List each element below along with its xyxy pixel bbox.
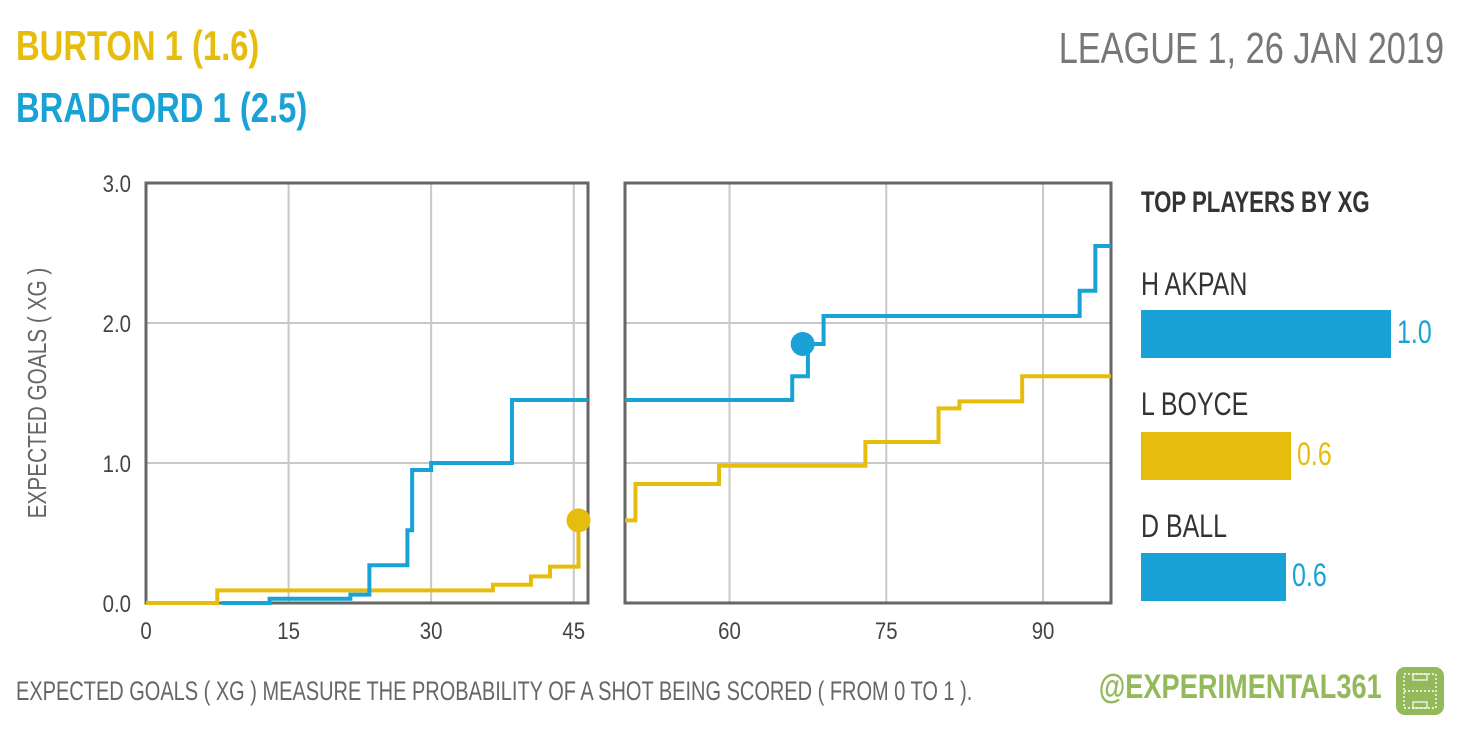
x-tick-label: 0 <box>140 617 151 644</box>
chart-panel: 60 75 90 <box>623 181 1113 644</box>
x-tick-label: 15 <box>277 617 300 644</box>
player-name: H AKPAN <box>1141 266 1248 302</box>
player-xg-value: 1.0 <box>1397 314 1432 350</box>
player-xg-bar <box>1141 432 1291 480</box>
xg-footnote: EXPECTED GOALS ( XG ) MEASURE THE PROBAB… <box>16 676 973 706</box>
player-name: L BOYCE <box>1141 386 1249 422</box>
home-team-score: BURTON 1 (1.6) <box>16 22 260 69</box>
y-tick-label: 3.0 <box>103 170 131 197</box>
panel-frame <box>144 181 590 605</box>
player-xg-bar <box>1141 310 1391 358</box>
player-xg-bar <box>1141 553 1286 601</box>
y-tick-label: 2.0 <box>103 310 131 337</box>
pitch-icon <box>1396 667 1444 715</box>
player-xg-value: 0.6 <box>1292 557 1327 593</box>
player-xg-value: 0.6 <box>1297 436 1332 472</box>
x-tick-label: 45 <box>562 617 585 644</box>
player-name: D BALL <box>1141 508 1228 544</box>
y-tick-label: 0.0 <box>103 590 131 617</box>
series-line <box>146 520 581 605</box>
x-tick-label: 75 <box>875 617 898 644</box>
x-tick-label: 30 <box>420 617 443 644</box>
panel-frame <box>623 181 1113 605</box>
match-info: LEAGUE 1, 26 JAN 2019 <box>1058 24 1444 73</box>
away-team-score: BRADFORD 1 (2.5) <box>16 84 308 131</box>
series-line <box>625 244 1111 402</box>
goal-marker <box>790 332 815 356</box>
top-players-title: TOP PLAYERS BY XG <box>1141 186 1370 219</box>
series-line <box>625 374 1111 523</box>
x-tick-label: 90 <box>1032 617 1055 644</box>
brand-handle[interactable]: @EXPERIMENTAL361 <box>1099 668 1382 706</box>
chart-panel: 0 15 30 45 <box>140 181 591 644</box>
series-line <box>222 398 588 605</box>
y-tick-label: 1.0 <box>103 450 131 477</box>
x-tick-label: 60 <box>718 617 741 644</box>
y-axis-label: EXPECTED GOALS ( XG ) <box>23 268 52 519</box>
goal-marker <box>566 508 591 533</box>
